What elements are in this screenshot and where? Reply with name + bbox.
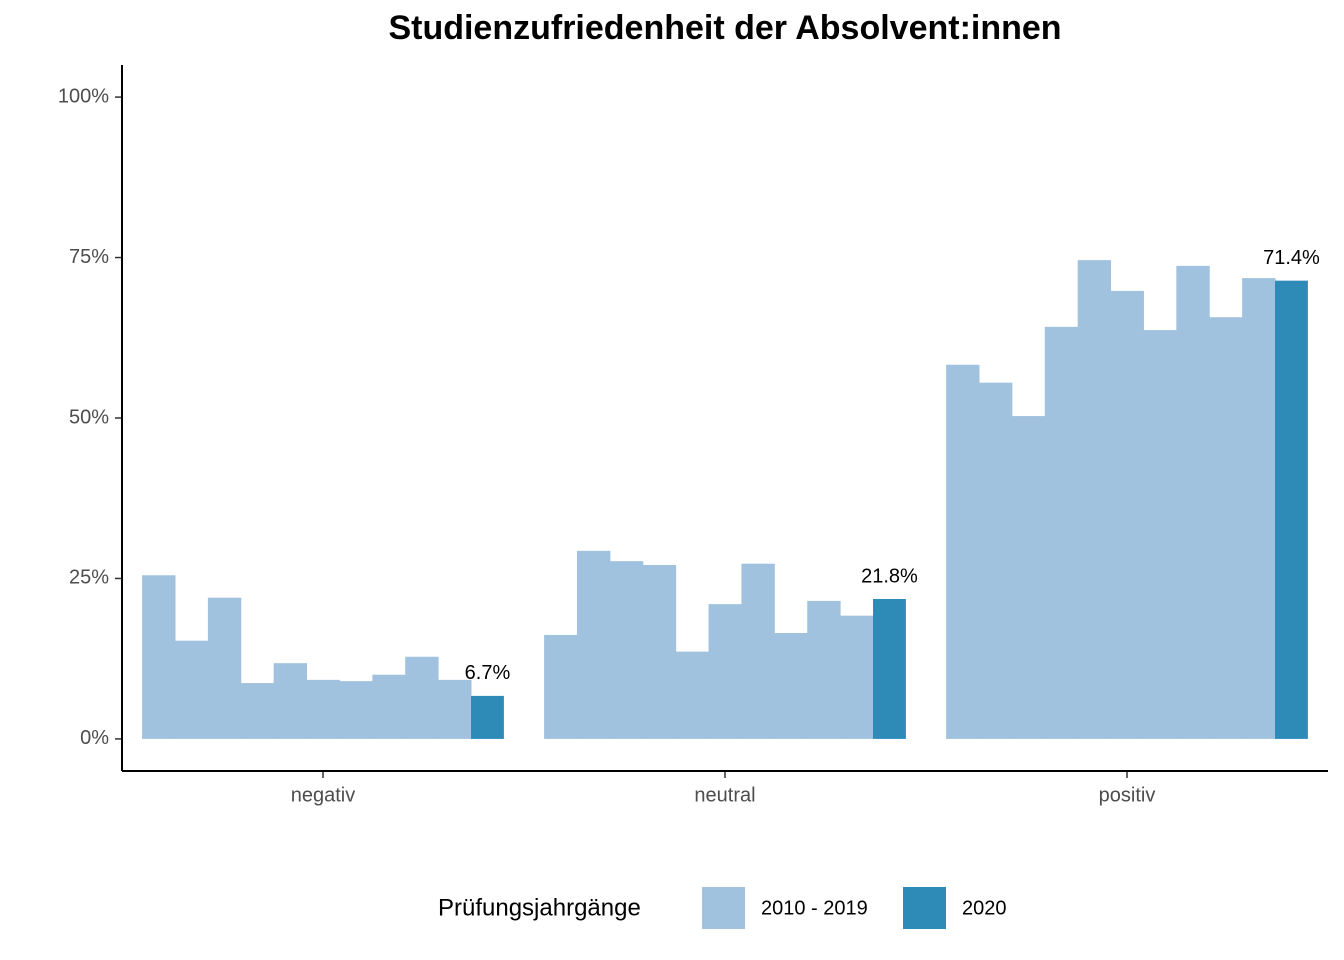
- y-tick-label: 75%: [69, 246, 109, 268]
- legend-label: 2020: [962, 897, 1007, 919]
- bar: [1044, 326, 1079, 739]
- legend-title: Prüfungsjahrgänge: [438, 894, 641, 921]
- bar: [946, 364, 980, 739]
- bar: [544, 634, 578, 739]
- bar: [405, 656, 439, 739]
- bar: [1242, 278, 1276, 739]
- bar: [642, 564, 677, 739]
- bar: [273, 663, 308, 739]
- x-tick-label: neutral: [694, 784, 755, 806]
- bar: [708, 604, 742, 739]
- data-label: 21.8%: [861, 565, 918, 587]
- bar: [240, 683, 275, 739]
- x-tick-label: negativ: [291, 784, 356, 806]
- bar: [576, 550, 611, 739]
- bar: [675, 651, 710, 739]
- legend-key: [903, 887, 946, 929]
- bar: [207, 597, 242, 739]
- bar: [1011, 416, 1046, 739]
- bar: [873, 598, 906, 739]
- x-tick-label: positiv: [1099, 784, 1156, 806]
- legend-key: [702, 887, 745, 929]
- bar: [978, 382, 1013, 739]
- bar: [1209, 317, 1243, 739]
- bar: [1176, 265, 1210, 739]
- bar: [1077, 260, 1112, 739]
- bar: [174, 640, 209, 739]
- legend-label: 2010 - 2019: [761, 897, 868, 919]
- bar: [438, 679, 472, 739]
- bar: [1143, 330, 1177, 739]
- bar: [372, 674, 406, 739]
- bar: [840, 615, 874, 739]
- data-label: 71.4%: [1263, 247, 1320, 269]
- bar: [471, 695, 504, 739]
- bar: [339, 681, 373, 739]
- bar: [774, 633, 808, 739]
- data-label: 6.7%: [465, 662, 511, 684]
- bar: [741, 563, 775, 739]
- bar: [306, 679, 340, 739]
- chart-title: Studienzufriedenheit der Absolvent:innen: [388, 9, 1061, 47]
- y-tick-label: 100%: [58, 85, 109, 107]
- y-tick-label: 50%: [69, 406, 109, 428]
- bar: [807, 600, 841, 739]
- bar: [609, 561, 644, 739]
- y-tick-label: 0%: [80, 727, 109, 749]
- bar: [142, 575, 176, 739]
- bar: [1275, 280, 1308, 739]
- y-tick-label: 25%: [69, 567, 109, 589]
- bar: [1110, 290, 1144, 739]
